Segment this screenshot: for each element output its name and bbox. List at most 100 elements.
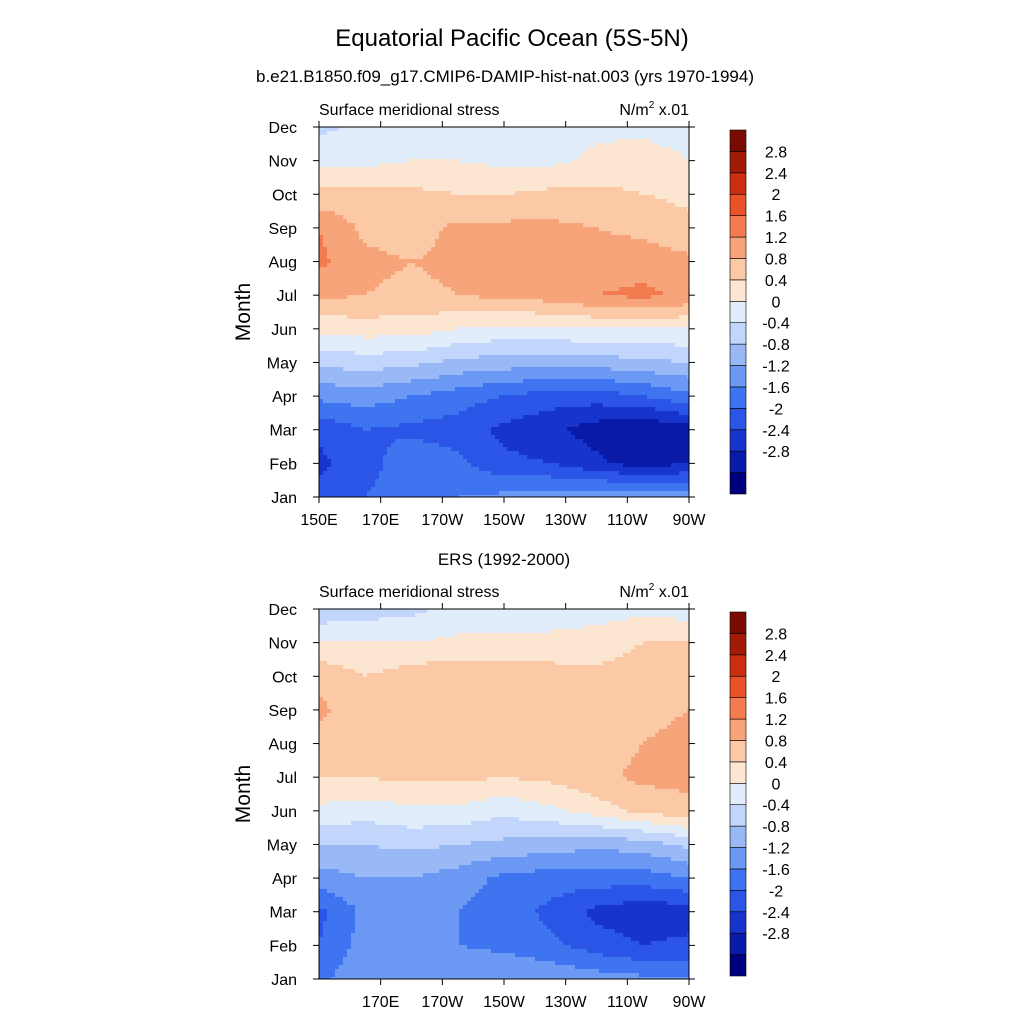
contour-cell: [339, 247, 344, 252]
contour-cell: [363, 127, 368, 132]
contour-cell: [439, 307, 444, 312]
contour-cell: [423, 299, 428, 304]
contour-cell: [623, 331, 628, 336]
contour-cell: [655, 271, 660, 276]
contour-cell: [655, 211, 660, 216]
contour-cell: [523, 207, 528, 212]
contour-cell: [487, 175, 492, 180]
contour-cell: [527, 151, 532, 156]
contour-cell: [559, 155, 564, 160]
contour-cell: [687, 183, 689, 188]
contour-cell: [627, 279, 632, 284]
contour-cell: [499, 203, 504, 208]
contour-cell: [543, 339, 548, 344]
contour-cell: [371, 183, 376, 188]
contour-cell: [427, 271, 432, 276]
contour-cell: [687, 155, 689, 160]
contour-cell: [455, 299, 460, 304]
contour-cell: [663, 315, 668, 320]
contour-cell: [479, 183, 484, 188]
contour-cell: [507, 243, 512, 248]
contour-cell: [527, 219, 532, 224]
contour-cell: [427, 143, 432, 148]
contour-cell: [515, 207, 520, 212]
contour-cell: [439, 311, 444, 316]
contour-cell: [379, 295, 384, 300]
contour-cell: [391, 191, 396, 196]
contour-cell: [523, 327, 528, 332]
contour-cell: [527, 235, 532, 240]
contour-cell: [559, 219, 564, 224]
contour-cell: [323, 327, 328, 332]
contour-cell: [587, 271, 592, 276]
contour-cell: [651, 139, 656, 144]
contour-cell: [539, 171, 544, 176]
contour-cell: [531, 195, 536, 200]
contour-cell: [611, 307, 616, 312]
contour-cell: [359, 143, 364, 148]
contour-cell: [587, 287, 592, 292]
contour-cell: [451, 235, 456, 240]
contour-cell: [659, 255, 664, 260]
contour-cell: [631, 255, 636, 260]
contour-cell: [623, 279, 628, 284]
contour-cell: [667, 335, 672, 340]
contour-cell: [675, 183, 680, 188]
contour-cell: [603, 159, 608, 164]
contour-cell: [611, 171, 616, 176]
contour-cell: [531, 299, 536, 304]
contour-cell: [503, 287, 508, 292]
contour-cell: [515, 147, 520, 152]
contour-cell: [515, 203, 520, 208]
contour-cell: [567, 171, 572, 176]
contour-cell: [503, 271, 508, 276]
contour-cell: [623, 235, 628, 240]
contour-cell: [471, 271, 476, 276]
contour-cell: [375, 267, 380, 272]
contour-cell: [571, 255, 576, 260]
contour-cell: [455, 243, 460, 248]
contour-cell: [323, 151, 328, 156]
contour-cell: [571, 327, 576, 332]
contour-cell: [671, 211, 676, 216]
contour-cell: [563, 219, 568, 224]
contour-cell: [607, 331, 612, 336]
contour-cell: [359, 255, 364, 260]
contour-cell: [431, 147, 436, 152]
contour-cell: [467, 175, 472, 180]
contour-cell: [407, 187, 412, 192]
contour-cell: [571, 319, 576, 324]
contour-cell: [515, 223, 520, 228]
contour-cell: [363, 179, 368, 184]
contour-cell: [423, 259, 428, 264]
contour-cell: [491, 207, 496, 212]
contour-cell: [403, 287, 408, 292]
contour-cell: [507, 203, 512, 208]
contour-cell: [499, 259, 504, 264]
contour-cell: [603, 195, 608, 200]
contour-cell: [679, 335, 684, 340]
contour-cell: [503, 187, 508, 192]
contour-cell: [679, 279, 684, 284]
contour-cell: [675, 211, 680, 216]
contour-cell: [459, 255, 464, 260]
contour-cell: [395, 339, 400, 344]
contour-cell: [627, 143, 632, 148]
contour-cell: [559, 303, 564, 308]
contour-cell: [335, 243, 340, 248]
contour-cell: [411, 311, 416, 316]
contour-cell: [579, 163, 584, 168]
contour-cell: [563, 267, 568, 272]
contour-cell: [395, 295, 400, 300]
contour-cell: [623, 271, 628, 276]
contour-cell: [679, 255, 684, 260]
contour-cell: [671, 155, 676, 160]
contour-cell: [511, 199, 516, 204]
contour-cell: [523, 255, 528, 260]
contour-cell: [495, 203, 500, 208]
contour-cell: [607, 167, 612, 172]
contour-cell: [363, 271, 368, 276]
contour-cell: [335, 255, 340, 260]
contour-cell: [639, 219, 644, 224]
contour-cell: [583, 319, 588, 324]
